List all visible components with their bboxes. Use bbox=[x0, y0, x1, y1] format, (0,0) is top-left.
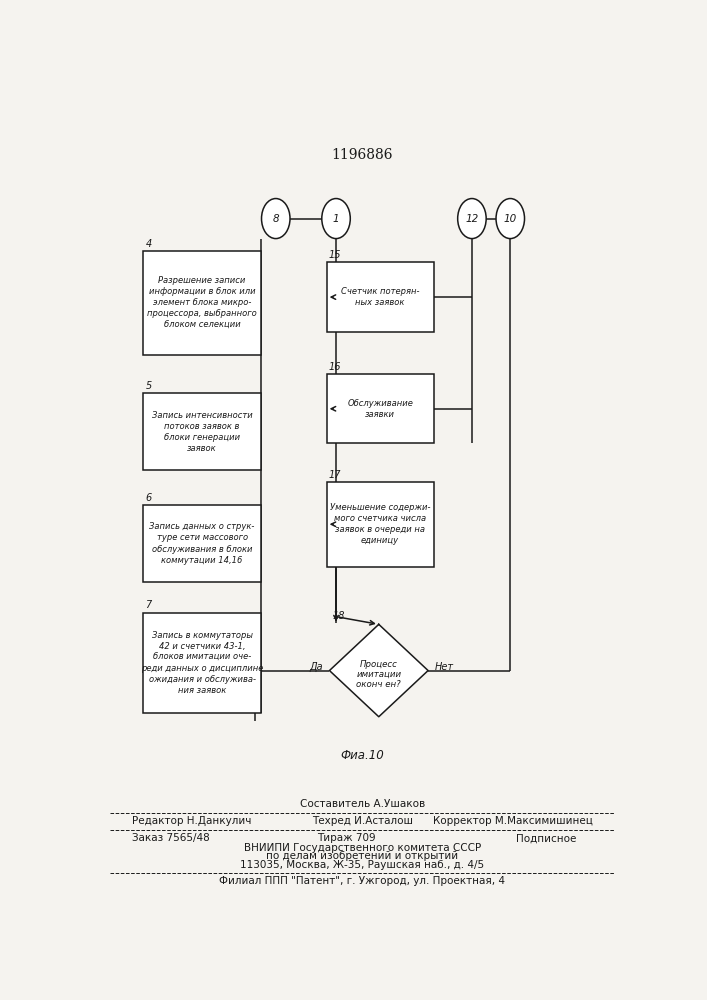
Bar bbox=[144, 613, 261, 713]
Text: 15: 15 bbox=[329, 250, 341, 260]
Text: 1: 1 bbox=[333, 214, 339, 224]
Text: 16: 16 bbox=[329, 362, 341, 372]
Text: Техред И.Асталош: Техред И.Асталош bbox=[312, 816, 413, 826]
Text: 5: 5 bbox=[146, 381, 151, 391]
Text: 18: 18 bbox=[332, 611, 345, 621]
Text: Запись в коммутаторы
42 и счетчики 43-1,
блоков имитации оче-
реди данных о дисц: Запись в коммутаторы 42 и счетчики 43-1,… bbox=[141, 631, 263, 695]
Text: имитации: имитации bbox=[356, 670, 402, 679]
Bar bbox=[144, 251, 261, 355]
Text: Подписное: Подписное bbox=[516, 833, 576, 843]
Text: 12: 12 bbox=[465, 214, 479, 224]
Bar bbox=[327, 482, 433, 567]
Circle shape bbox=[322, 199, 350, 239]
Text: Да: Да bbox=[309, 662, 323, 672]
Text: 8: 8 bbox=[272, 214, 279, 224]
Text: ВНИИПИ Государственного комитета СССР: ВНИИПИ Государственного комитета СССР bbox=[244, 843, 481, 853]
Text: Запись интенсивности
потоков заявок в
блоки генерации
заявок: Запись интенсивности потоков заявок в бл… bbox=[152, 411, 252, 453]
Text: 7: 7 bbox=[146, 600, 151, 610]
Text: Тираж 709: Тираж 709 bbox=[317, 833, 375, 843]
Text: Составитель А.Ушаков: Составитель А.Ушаков bbox=[300, 799, 425, 809]
Bar bbox=[144, 393, 261, 470]
Text: оконч ен?: оконч ен? bbox=[356, 680, 401, 689]
Bar bbox=[327, 374, 433, 443]
Text: Заказ 7565/48: Заказ 7565/48 bbox=[132, 833, 210, 843]
Text: Запись данных о струк-
туре сети массового
обслуживания в блоки
коммутации 14,16: Запись данных о струк- туре сети массово… bbox=[149, 522, 255, 565]
Circle shape bbox=[457, 199, 486, 239]
Text: Уменьшение содержи-
мого счетчика числа
заявок в очереди на
единицу: Уменьшение содержи- мого счетчика числа … bbox=[330, 503, 431, 545]
Text: 6: 6 bbox=[146, 493, 151, 503]
Text: 113035, Москва, Ж-35, Раушская наб., д. 4/5: 113035, Москва, Ж-35, Раушская наб., д. … bbox=[240, 860, 484, 870]
Text: Счетчик потерян-
ных заявок: Счетчик потерян- ных заявок bbox=[341, 287, 419, 307]
Bar bbox=[327, 262, 433, 332]
Text: 17: 17 bbox=[329, 470, 341, 480]
Bar bbox=[144, 505, 261, 582]
Text: Разрешение записи
информации в блок или
элемент блока микро-
процессора, выбранн: Разрешение записи информации в блок или … bbox=[147, 276, 257, 330]
Text: Филиал ППП "Патент", г. Ужгород, ул. Проектная, 4: Филиал ППП "Патент", г. Ужгород, ул. Про… bbox=[219, 876, 506, 886]
Text: 1196886: 1196886 bbox=[332, 148, 393, 162]
Text: Нет: Нет bbox=[435, 662, 454, 672]
Polygon shape bbox=[329, 624, 428, 717]
Text: 10: 10 bbox=[503, 214, 517, 224]
Text: Обслуживание
заявки: Обслуживание заявки bbox=[347, 399, 413, 419]
Circle shape bbox=[496, 199, 525, 239]
Text: по делам изобретений и открытий: по делам изобретений и открытий bbox=[267, 851, 458, 861]
Text: Процесс: Процесс bbox=[360, 660, 398, 669]
Text: 4: 4 bbox=[146, 239, 151, 249]
Text: Корректор М.Максимишинец: Корректор М.Максимишинец bbox=[433, 816, 592, 826]
Text: Фиа.10: Фиа.10 bbox=[341, 749, 384, 762]
Circle shape bbox=[262, 199, 290, 239]
Text: Редактор Н.Данкулич: Редактор Н.Данкулич bbox=[132, 816, 252, 826]
